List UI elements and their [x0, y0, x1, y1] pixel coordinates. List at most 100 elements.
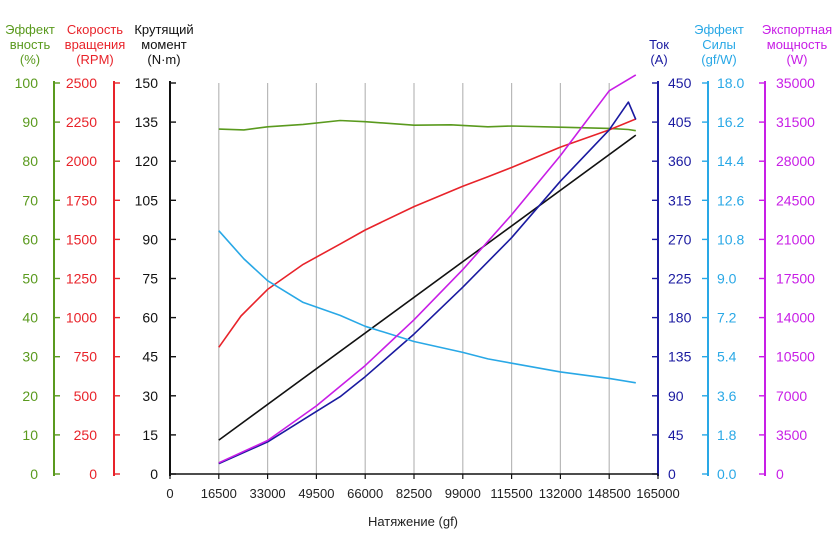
y-tick-label-rpm-8: 2000	[66, 153, 97, 169]
y-tick-label-current-0: 0	[668, 466, 676, 482]
y-axis-title-efficiency: Эффект вность (%)	[5, 22, 55, 67]
y-tick-label-current-9: 405	[668, 114, 692, 130]
y-axis-title-line-torque-0: Крутящий	[134, 22, 193, 37]
series-line-torque	[218, 134, 637, 441]
y-tick-label-rpm-7: 1750	[66, 192, 97, 208]
y-tick-label-torque-8: 120	[135, 153, 159, 169]
y-axis-title-power: Экспортная мощность (W)	[762, 22, 832, 67]
y-tick-label-current-7: 315	[668, 192, 692, 208]
y-axis-torque: 0 15 30 45 60 75 90 105 120 135 150 Крутящий момент(…	[134, 22, 193, 482]
series-line-force_eff	[218, 230, 636, 384]
y-tick-label-efficiency-6: 60	[22, 231, 38, 247]
series-line-current	[218, 101, 637, 465]
y-tick-label-rpm-2: 500	[74, 388, 98, 404]
y-tick-label-force_eff-7: 12.6	[717, 192, 744, 208]
y-axis-title-line-power-0: Экспортная	[762, 22, 832, 37]
y-tick-label-power-1: 3500	[776, 427, 807, 443]
y-tick-label-efficiency-7: 70	[22, 192, 38, 208]
x-tick-label-9: 148500	[588, 486, 631, 501]
y-tick-label-force_eff-8: 14.4	[717, 153, 744, 169]
y-tick-label-current-3: 135	[668, 349, 692, 365]
y-tick-label-efficiency-1: 10	[22, 427, 38, 443]
y-tick-label-torque-3: 45	[142, 349, 158, 365]
y-tick-label-efficiency-10: 100	[15, 75, 39, 91]
x-tick-label-6: 99000	[445, 486, 481, 501]
y-tick-label-rpm-9: 2250	[66, 114, 97, 130]
series-line-rpm	[218, 118, 637, 348]
series-line-power	[218, 74, 637, 464]
y-tick-label-rpm-1: 250	[74, 427, 98, 443]
y-tick-label-power-10: 35000	[776, 75, 815, 91]
y-axis-title-force_eff: Эффект Силы (gf/W)	[694, 22, 744, 67]
x-tick-label-5: 82500	[396, 486, 432, 501]
y-tick-label-power-5: 17500	[776, 271, 815, 287]
y-tick-label-torque-6: 90	[142, 231, 158, 247]
y-tick-label-efficiency-5: 50	[22, 271, 38, 287]
y-axis-current: 0 45 90 135 180 225 270 315 360 405 450 Ток (A)	[649, 37, 691, 482]
y-axis-rpm: 0 250 500 750 1000 1250 1500 1750 2000 2250 2500 Ск…	[65, 22, 126, 482]
x-axis: Натяжение (gf) 0 16500 33000 49500 66000 8250…	[166, 473, 680, 529]
y-tick-label-current-2: 90	[668, 388, 684, 404]
y-axis-title-line-force_eff-0: Эффект	[694, 22, 744, 37]
y-tick-label-efficiency-3: 30	[22, 349, 38, 365]
y-tick-label-power-4: 14000	[776, 310, 815, 326]
y-axis-title-rpm: Скорость вращения (RPM)	[65, 22, 126, 67]
y-axis-power: 0 3500 7000 10500 14000 17500 21000 24500 28000 3…	[759, 22, 832, 482]
y-tick-label-torque-10: 150	[135, 75, 159, 91]
y-axis-title-line-force_eff-1: Силы	[702, 37, 736, 52]
y-axis-title-line-power-1: мощность	[767, 37, 828, 52]
y-tick-label-force_eff-4: 7.2	[717, 310, 737, 326]
x-tick-label-10: 165000	[636, 486, 679, 501]
y-tick-label-rpm-4: 1000	[66, 310, 97, 326]
y-axis-title-line-torque-1: момент	[141, 37, 187, 52]
y-tick-label-force_eff-3: 5.4	[717, 349, 737, 365]
y-tick-label-current-5: 225	[668, 271, 692, 287]
y-tick-label-current-1: 45	[668, 427, 684, 443]
y-axis-force_eff: 0.0 1.8 3.6 5.4 7.2 9.0 10.8 12.6 14.4 16.2 18.0 Эф…	[694, 22, 744, 482]
y-tick-label-power-8: 28000	[776, 153, 815, 169]
y-tick-label-rpm-3: 750	[74, 349, 98, 365]
y-axis-title-line-force_eff-2: (gf/W)	[701, 52, 736, 67]
y-tick-label-torque-2: 30	[142, 388, 158, 404]
y-tick-label-force_eff-5: 9.0	[717, 271, 737, 287]
y-tick-label-torque-5: 75	[142, 271, 158, 287]
y-axis-title-line-efficiency-0: Эффект	[5, 22, 55, 37]
y-tick-label-force_eff-6: 10.8	[717, 231, 744, 247]
x-tick-label-4: 66000	[347, 486, 383, 501]
y-tick-label-torque-9: 135	[135, 114, 159, 130]
y-axis-title-line-current-0: Ток	[649, 37, 669, 52]
y-tick-label-force_eff-10: 18.0	[717, 75, 744, 91]
x-tick-label-7: 115500	[490, 486, 532, 501]
y-axis-title-line-rpm-2: (RPM)	[76, 52, 114, 67]
y-tick-label-torque-7: 105	[135, 192, 159, 208]
y-tick-label-torque-0: 0	[150, 466, 158, 482]
y-axis-title-torque: Крутящий момент (N·m)	[134, 22, 193, 67]
y-tick-label-rpm-10: 2500	[66, 75, 97, 91]
series-line-efficiency	[218, 119, 636, 132]
y-tick-label-torque-4: 60	[142, 310, 158, 326]
y-axis-title-current: Ток (A)	[649, 37, 669, 67]
y-tick-label-power-0: 0	[776, 466, 784, 482]
y-tick-label-efficiency-2: 20	[22, 388, 38, 404]
y-tick-label-rpm-6: 1500	[66, 231, 97, 247]
y-axis-title-line-rpm-1: вращения	[65, 37, 126, 52]
y-axis-title-line-current-1: (A)	[650, 52, 667, 67]
y-tick-label-current-6: 270	[668, 231, 692, 247]
y-axis-title-line-power-2: (W)	[787, 52, 808, 67]
y-axis-title-line-efficiency-1: вность	[10, 37, 51, 52]
y-tick-label-efficiency-0: 0	[30, 466, 38, 482]
x-tick-label-1: 16500	[201, 486, 237, 501]
y-tick-label-current-4: 180	[668, 310, 692, 326]
y-tick-label-efficiency-4: 40	[22, 310, 38, 326]
y-tick-label-force_eff-9: 16.2	[717, 114, 744, 130]
y-tick-label-force_eff-1: 1.8	[717, 427, 737, 443]
x-tick-label-8: 132000	[539, 486, 582, 501]
y-tick-label-current-10: 450	[668, 75, 692, 91]
y-tick-label-power-3: 10500	[776, 349, 815, 365]
y-axis-title-line-efficiency-2: (%)	[20, 52, 40, 67]
y-tick-label-efficiency-8: 80	[22, 153, 38, 169]
y-tick-label-torque-1: 15	[142, 427, 158, 443]
y-tick-label-power-7: 24500	[776, 192, 815, 208]
